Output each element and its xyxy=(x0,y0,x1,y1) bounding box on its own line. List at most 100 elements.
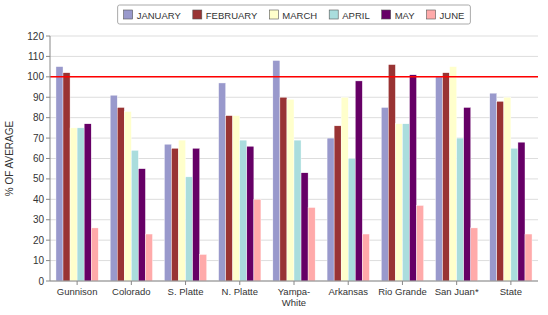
bar xyxy=(219,83,226,281)
y-tick-label: 80 xyxy=(33,112,45,123)
bar xyxy=(70,128,77,281)
y-tick xyxy=(46,219,50,220)
legend-swatch xyxy=(124,10,133,19)
grid-line xyxy=(50,36,538,37)
bar xyxy=(226,116,233,281)
series xyxy=(63,65,504,281)
bar xyxy=(409,75,416,281)
x-tick-label: Rio Grande xyxy=(378,286,427,297)
bar xyxy=(294,140,301,281)
y-tick xyxy=(46,281,50,282)
bar xyxy=(186,177,193,281)
bar xyxy=(443,73,450,281)
bar xyxy=(388,65,395,281)
bar xyxy=(117,107,124,281)
bar xyxy=(341,97,348,281)
bar xyxy=(124,112,131,281)
x-tick-label: Gunnison xyxy=(57,286,98,297)
x-tick-label: N. Platte xyxy=(222,286,258,297)
legend-label: MAY xyxy=(395,10,416,21)
y-tick xyxy=(46,138,50,139)
x-tick-label: Yampa-White xyxy=(278,286,311,308)
x-tick xyxy=(131,281,132,285)
x-tick xyxy=(402,281,403,285)
y-tick xyxy=(46,56,50,57)
bar xyxy=(362,234,369,281)
y-tick-label: 0 xyxy=(38,276,44,287)
x-tick xyxy=(185,281,186,285)
bar xyxy=(301,173,308,281)
bar xyxy=(200,254,207,281)
x-tick-label: Arkansas xyxy=(328,286,368,297)
legend: JANUARYFEBRUARYMARCHAPRILMAYJUNE xyxy=(118,5,471,24)
bar xyxy=(171,148,178,281)
bar xyxy=(395,124,402,281)
legend-swatch xyxy=(269,10,278,19)
legend-label: FEBRUARY xyxy=(206,10,258,21)
y-tick-label: 100 xyxy=(27,71,44,82)
y-tick xyxy=(46,97,50,98)
grid-line xyxy=(50,97,538,98)
bar xyxy=(348,159,355,282)
bar xyxy=(280,97,287,281)
bar xyxy=(355,81,362,281)
bar xyxy=(193,148,200,281)
bar xyxy=(471,228,478,281)
bar xyxy=(145,234,152,281)
y-tick-label: 20 xyxy=(33,235,45,246)
x-tick xyxy=(294,281,295,285)
x-tick xyxy=(456,281,457,285)
x-tick xyxy=(239,281,240,285)
bar xyxy=(110,95,117,281)
y-tick-label: 60 xyxy=(33,153,45,164)
bar xyxy=(254,199,261,281)
reference-line xyxy=(50,76,538,78)
bar xyxy=(450,67,457,281)
legend-swatch xyxy=(427,10,436,19)
legend-swatch xyxy=(382,10,391,19)
bar xyxy=(131,150,138,281)
bar xyxy=(436,77,443,281)
bar xyxy=(457,138,464,281)
legend-swatch xyxy=(329,10,338,19)
bar xyxy=(490,93,497,281)
y-tick xyxy=(46,260,50,261)
y-tick-label: 50 xyxy=(33,173,45,184)
y-tick-label: 10 xyxy=(33,255,45,266)
bar xyxy=(497,101,504,281)
y-tick xyxy=(46,240,50,241)
legend-label: APRIL xyxy=(342,10,369,21)
bar xyxy=(77,128,84,281)
bar xyxy=(417,205,424,281)
bar xyxy=(179,140,186,281)
chart: 0102030405060708090100110120GunnisonColo… xyxy=(0,0,548,315)
bar xyxy=(138,169,145,281)
y-axis-line xyxy=(50,36,51,281)
bar xyxy=(273,61,280,282)
legend-swatch xyxy=(193,10,202,19)
y-tick xyxy=(46,117,50,118)
bar xyxy=(504,97,511,281)
series xyxy=(70,67,511,281)
bar xyxy=(240,140,247,281)
bar xyxy=(308,208,315,282)
bar xyxy=(464,107,471,281)
bar xyxy=(518,142,525,281)
legend-label: JUNE xyxy=(440,10,465,21)
bar xyxy=(247,146,254,281)
x-tick xyxy=(510,281,511,285)
bar xyxy=(381,107,388,281)
y-tick-label: 70 xyxy=(33,133,45,144)
bar xyxy=(525,234,532,281)
bar xyxy=(91,228,98,281)
bar xyxy=(287,99,294,281)
y-tick-label: 30 xyxy=(33,214,45,225)
series xyxy=(91,199,532,281)
legend-frame xyxy=(118,5,471,24)
y-tick xyxy=(46,199,50,200)
bar xyxy=(402,124,409,281)
grid-line xyxy=(50,76,538,77)
x-tick xyxy=(77,281,78,285)
y-tick-label: 40 xyxy=(33,194,45,205)
y-tick xyxy=(46,178,50,179)
